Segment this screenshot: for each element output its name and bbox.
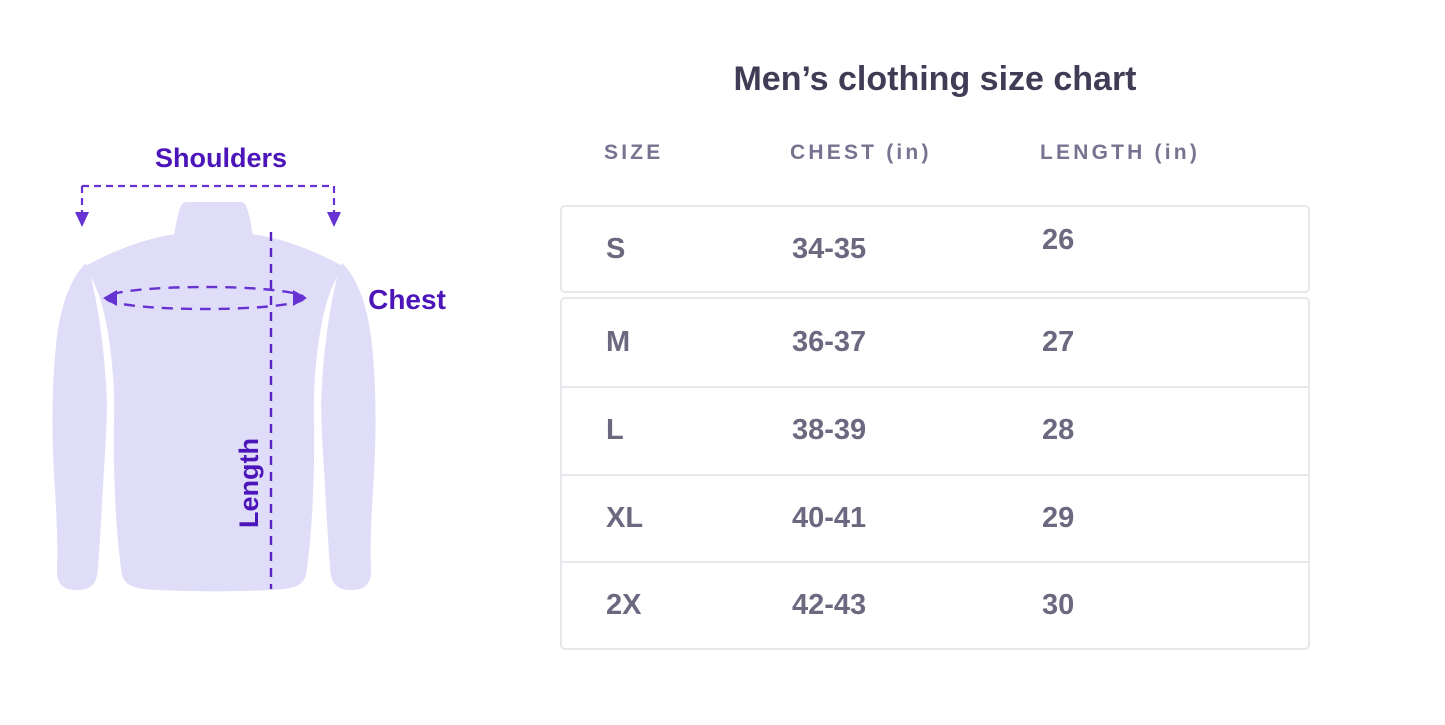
shoulders-measure-line xyxy=(80,184,336,214)
page-title: Men’s clothing size chart xyxy=(733,60,1137,98)
table-header-row: SIZE CHEST (in) LENGTH (in) xyxy=(560,141,1310,167)
shoulders-arrow-left-icon xyxy=(75,212,89,227)
table-row: S 34-35 26 xyxy=(562,207,1308,291)
table-row-2x: 2X 42-43 30 xyxy=(562,560,1308,648)
shoulders-arrow-right-icon xyxy=(327,212,341,227)
table-row-l: L 38-39 28 xyxy=(562,386,1308,473)
chest-cell: 38-39 xyxy=(792,414,867,447)
shirt-diagram: Shoulders Chest Length xyxy=(52,143,446,592)
table-row-xl: XL 40-41 29 xyxy=(562,473,1308,561)
shirt-torso xyxy=(84,234,344,592)
shirt-collar xyxy=(174,202,253,236)
chest-cell: 40-41 xyxy=(792,501,867,534)
length-label: Length xyxy=(234,438,264,528)
shirt-right-sleeve xyxy=(321,263,376,590)
chest-cell: 34-35 xyxy=(792,232,867,265)
length-cell: 30 xyxy=(1042,588,1075,621)
length-cell: 27 xyxy=(1042,326,1075,359)
length-cell: 26 xyxy=(1042,223,1075,256)
chest-cell: 42-43 xyxy=(792,588,867,621)
size-cell: XL xyxy=(606,501,644,534)
chest-arrow-left-icon xyxy=(103,290,117,306)
table-row-m: M 36-37 27 xyxy=(562,299,1308,386)
length-cell: 29 xyxy=(1042,501,1075,534)
column-header-length: LENGTH (in) xyxy=(1040,141,1201,164)
size-cell: S xyxy=(606,232,626,265)
size-cell: M xyxy=(606,326,631,359)
chest-arrow-right-icon xyxy=(293,290,307,306)
length-cell: 28 xyxy=(1042,414,1075,447)
table-row-s: S 34-35 26 xyxy=(560,205,1310,293)
shirt-left-sleeve xyxy=(52,263,107,590)
shoulders-label: Shoulders xyxy=(155,143,287,173)
size-cell: 2X xyxy=(606,588,642,621)
table-body-group: M 36-37 27 L 38-39 28 XL 40-41 29 2X 42-… xyxy=(560,297,1310,650)
size-cell: L xyxy=(606,414,624,447)
column-header-size: SIZE xyxy=(604,141,664,164)
column-header-chest: CHEST (in) xyxy=(790,141,932,164)
chest-label: Chest xyxy=(368,284,446,315)
chest-cell: 36-37 xyxy=(792,326,867,359)
